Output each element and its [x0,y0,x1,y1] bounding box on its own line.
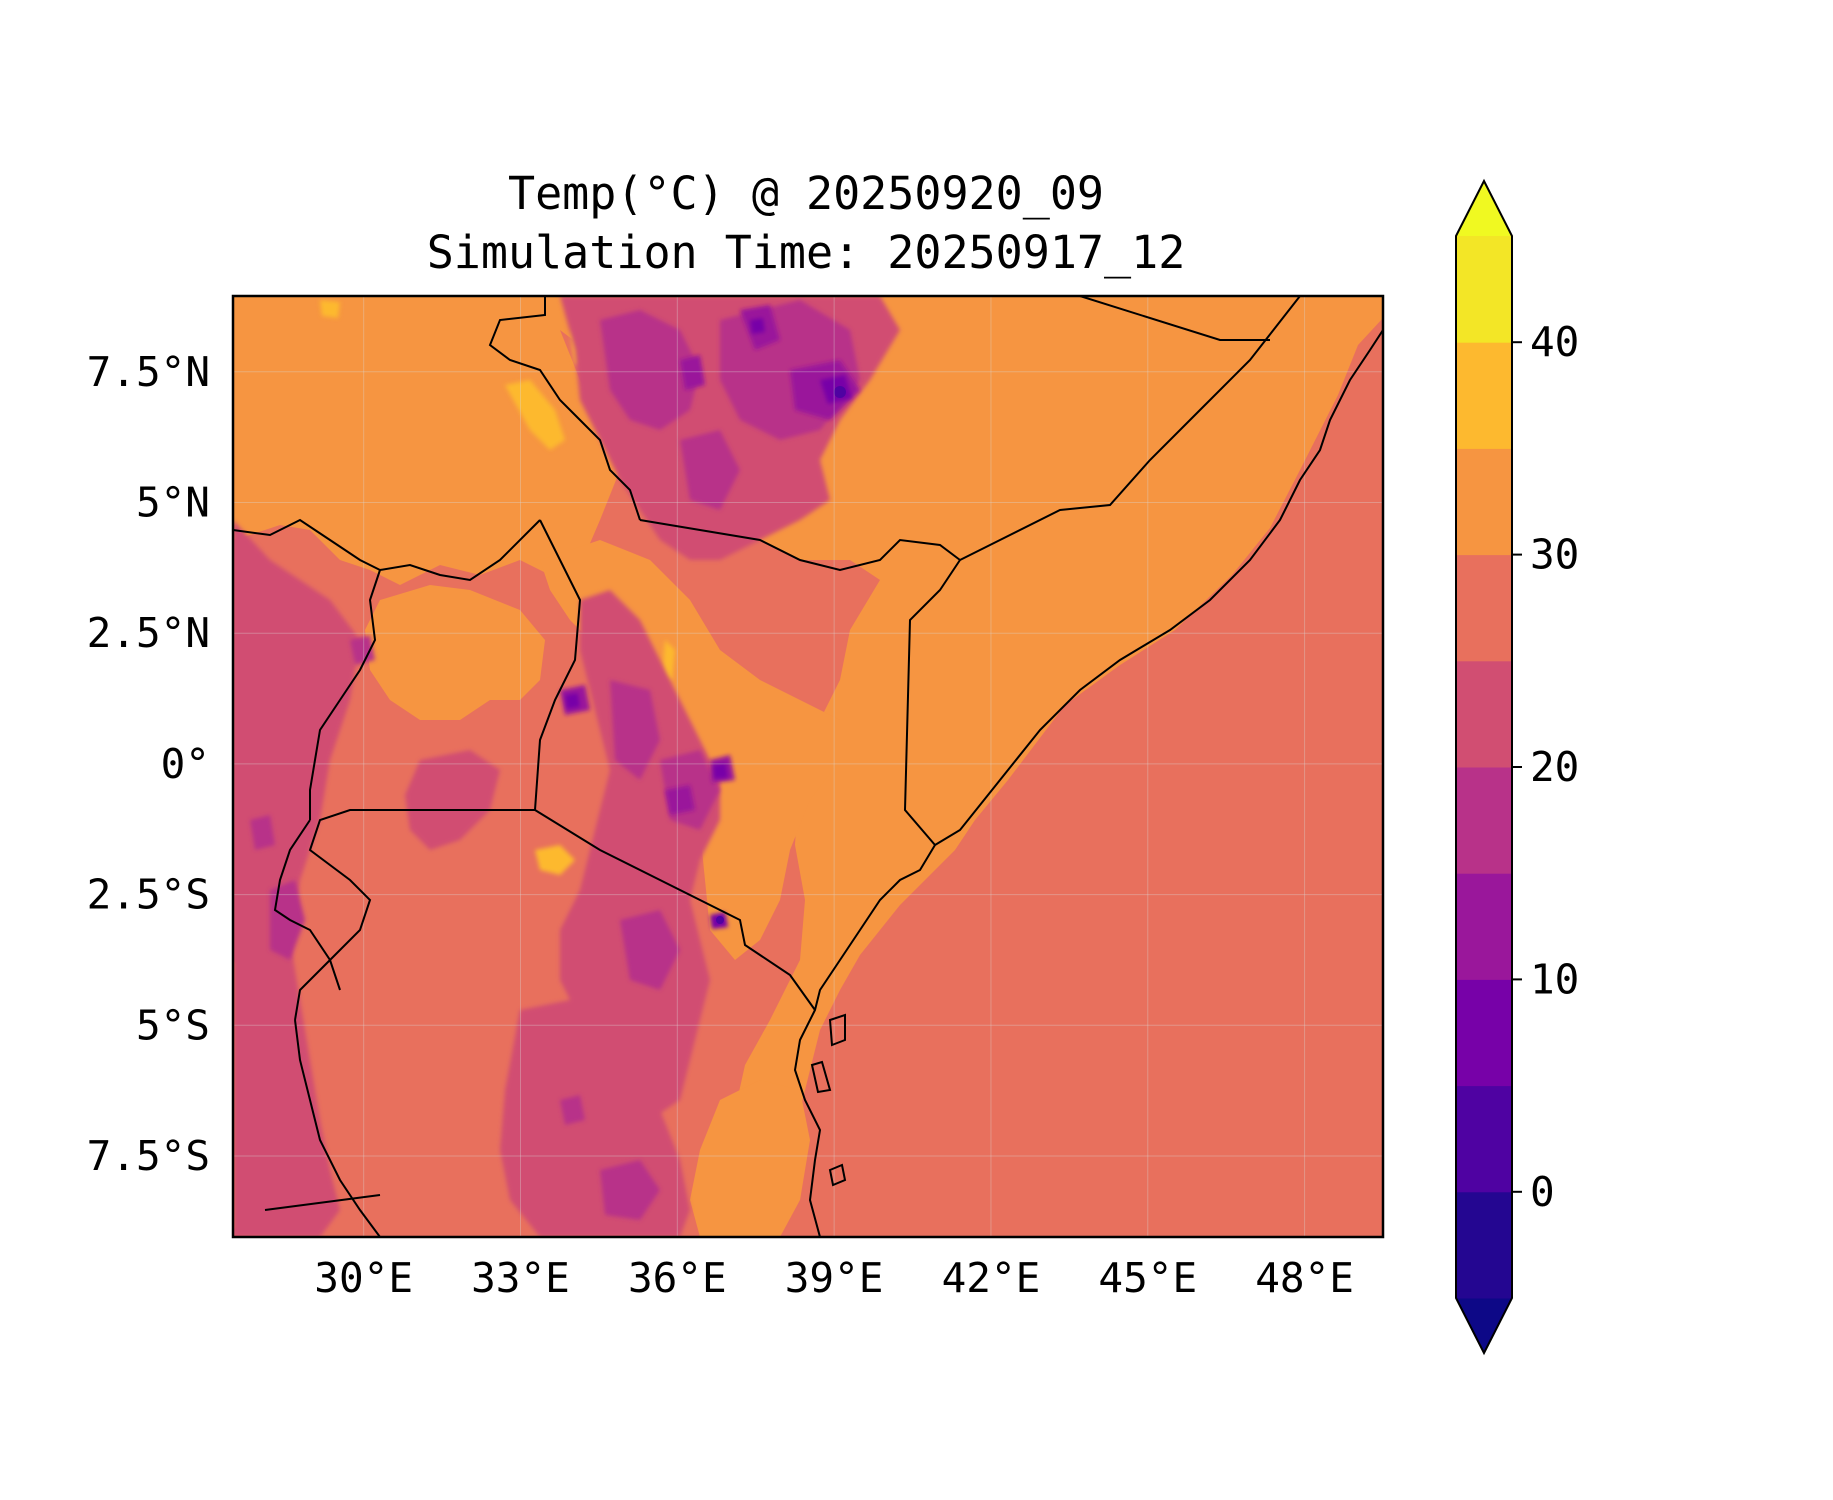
border-kenya-uganda [534,519,582,811]
hot-land-north [233,296,1383,1170]
border-sudan-south-sudan [488,296,641,521]
lat-tick-label: 5°N [136,478,210,526]
colorbar-band [1456,1191,1512,1299]
colorbar-band [1456,1085,1512,1193]
border-ethiopia-somaliland [1079,296,1270,341]
colorbar [1455,178,1513,1356]
border-zambia [264,1194,381,1211]
border-kenya-tanzania [534,809,816,1011]
colorbar-band [1456,767,1512,874]
border-ethiopia-somalia [959,296,1301,561]
zanzibar-island [828,1013,846,1047]
colorbar-under-extension [1456,1298,1512,1353]
lon-tick-label: 48°E [1255,1254,1354,1302]
border-kenya-somalia [903,559,961,846]
lat-tick-label: 2.5°S [87,871,210,919]
lat-tick-label: 2.5°N [87,609,210,657]
coastline-somalia [934,329,1383,846]
border-drc-uganda [309,569,381,820]
colorbar-band [1456,554,1512,662]
lon-tick-label: 36°E [628,1254,727,1302]
colorbar-tick-label: 0 [1530,1168,1555,1216]
band-0-5 [716,386,846,924]
colorbar-band [1456,448,1512,556]
colorbar-band [1456,873,1512,980]
map-panel [233,296,1383,1237]
colorbar-band [1456,979,1512,1087]
colorbar-band [1456,342,1512,449]
lon-tick-label: 42°E [942,1254,1041,1302]
colorbar-band [1456,660,1512,768]
lon-tick-label: 45°E [1098,1254,1197,1302]
lat-tick-label: 0° [161,740,210,788]
borders [233,296,1383,1237]
colorbar-tick-label: 20 [1530,743,1579,791]
lon-tick-label: 33°E [471,1254,570,1302]
gridlines [233,296,1383,1237]
colorbar-band [1456,236,1512,343]
border-uganda-tanzania-west [294,809,535,1021]
colorbar-tick-label: 40 [1530,318,1579,366]
border-rwanda-burundi [273,819,341,991]
coastline-kenya-tanzania [793,844,936,1237]
colorbar-tick-label: 10 [1530,955,1579,1003]
colorbar-over-extension [1456,181,1512,236]
lat-tick-label: 7.5°N [87,348,210,396]
hot-land-se-tz [690,1080,810,1237]
chart-title-line1: Temp(°C) @ 20250920_09 [508,167,1104,220]
mafia-island [828,1163,847,1187]
latitude-tick-labels: 7.5°N 5°N 2.5°N 0° 2.5°S 5°S 7.5°S [87,348,210,1180]
lat-tick-label: 5°S [136,1001,210,1049]
hot-land-ug [365,585,545,720]
map-frame [231,294,1385,1239]
lon-tick-label: 39°E [785,1254,884,1302]
lat-tick-label: 7.5°S [87,1132,210,1180]
colorbar-outline [1455,178,1513,1356]
chart-title-line2: Simulation Time: 20250917_12 [427,226,1186,279]
lon-tick-label: 30°E [314,1254,413,1302]
longitude-tick-labels: 30°E 33°E 36°E 39°E 42°E 45°E 48°E [314,1254,1354,1302]
colorbar-tick-labels: 0 10 20 30 40 [1512,318,1579,1216]
border-ethiopia-kenya [639,519,961,572]
colorbar-tick-label: 30 [1530,531,1579,579]
pemba-island [810,1060,832,1094]
border-tanzania-drc [294,1019,381,1237]
